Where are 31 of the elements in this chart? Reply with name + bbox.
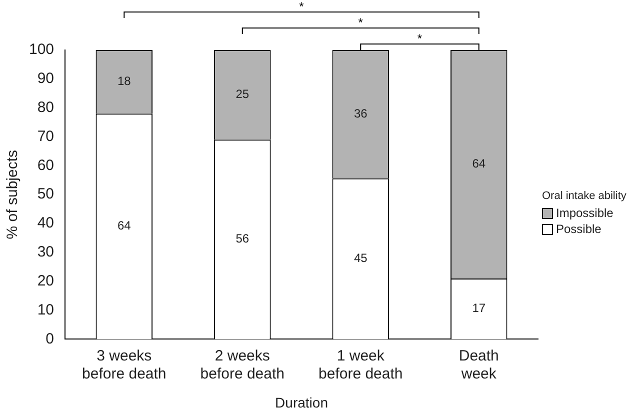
y-tick-label: 60 <box>37 156 54 174</box>
y-tick-label: 50 <box>37 186 54 203</box>
text: * <box>417 31 422 46</box>
y-tick-label: 10 <box>37 301 54 318</box>
x-axis-title: Duration <box>275 394 328 410</box>
y-tick-label: 70 <box>37 128 54 145</box>
annotation: 17 <box>472 301 486 316</box>
text: Possible <box>556 222 602 236</box>
annotation: 56 <box>236 232 250 246</box>
legend-label: Impossible <box>556 206 614 220</box>
y-tick-label: 90 <box>37 70 54 88</box>
annotation: 64 <box>472 156 486 171</box>
annotation: 18 <box>117 74 132 88</box>
x-tick-label: 1 week before death <box>318 347 403 382</box>
x-tick-label: 3 weeks before death <box>82 347 166 382</box>
y-tick-label: 20 <box>37 272 54 290</box>
annotation: 64 <box>117 218 132 233</box>
annotation: 25 <box>236 87 250 102</box>
y-tick-label: 40 <box>37 214 54 232</box>
annotation: 45 <box>354 251 368 266</box>
x-tick-label: 2 weeks before death <box>200 347 285 382</box>
y-tick-label: 0 <box>46 330 54 348</box>
y-tick-label: 30 <box>37 244 54 261</box>
y-tick-label: 80 <box>37 98 54 116</box>
x-tick-label: Death week <box>458 347 499 382</box>
y-axis-title: % of subjects <box>4 150 22 240</box>
text: * <box>299 0 304 14</box>
annotation: 36 <box>354 106 368 121</box>
legend-title: Oral intake ability <box>542 190 628 202</box>
text: * <box>358 15 364 30</box>
y-tick-label: 100 <box>28 41 54 58</box>
